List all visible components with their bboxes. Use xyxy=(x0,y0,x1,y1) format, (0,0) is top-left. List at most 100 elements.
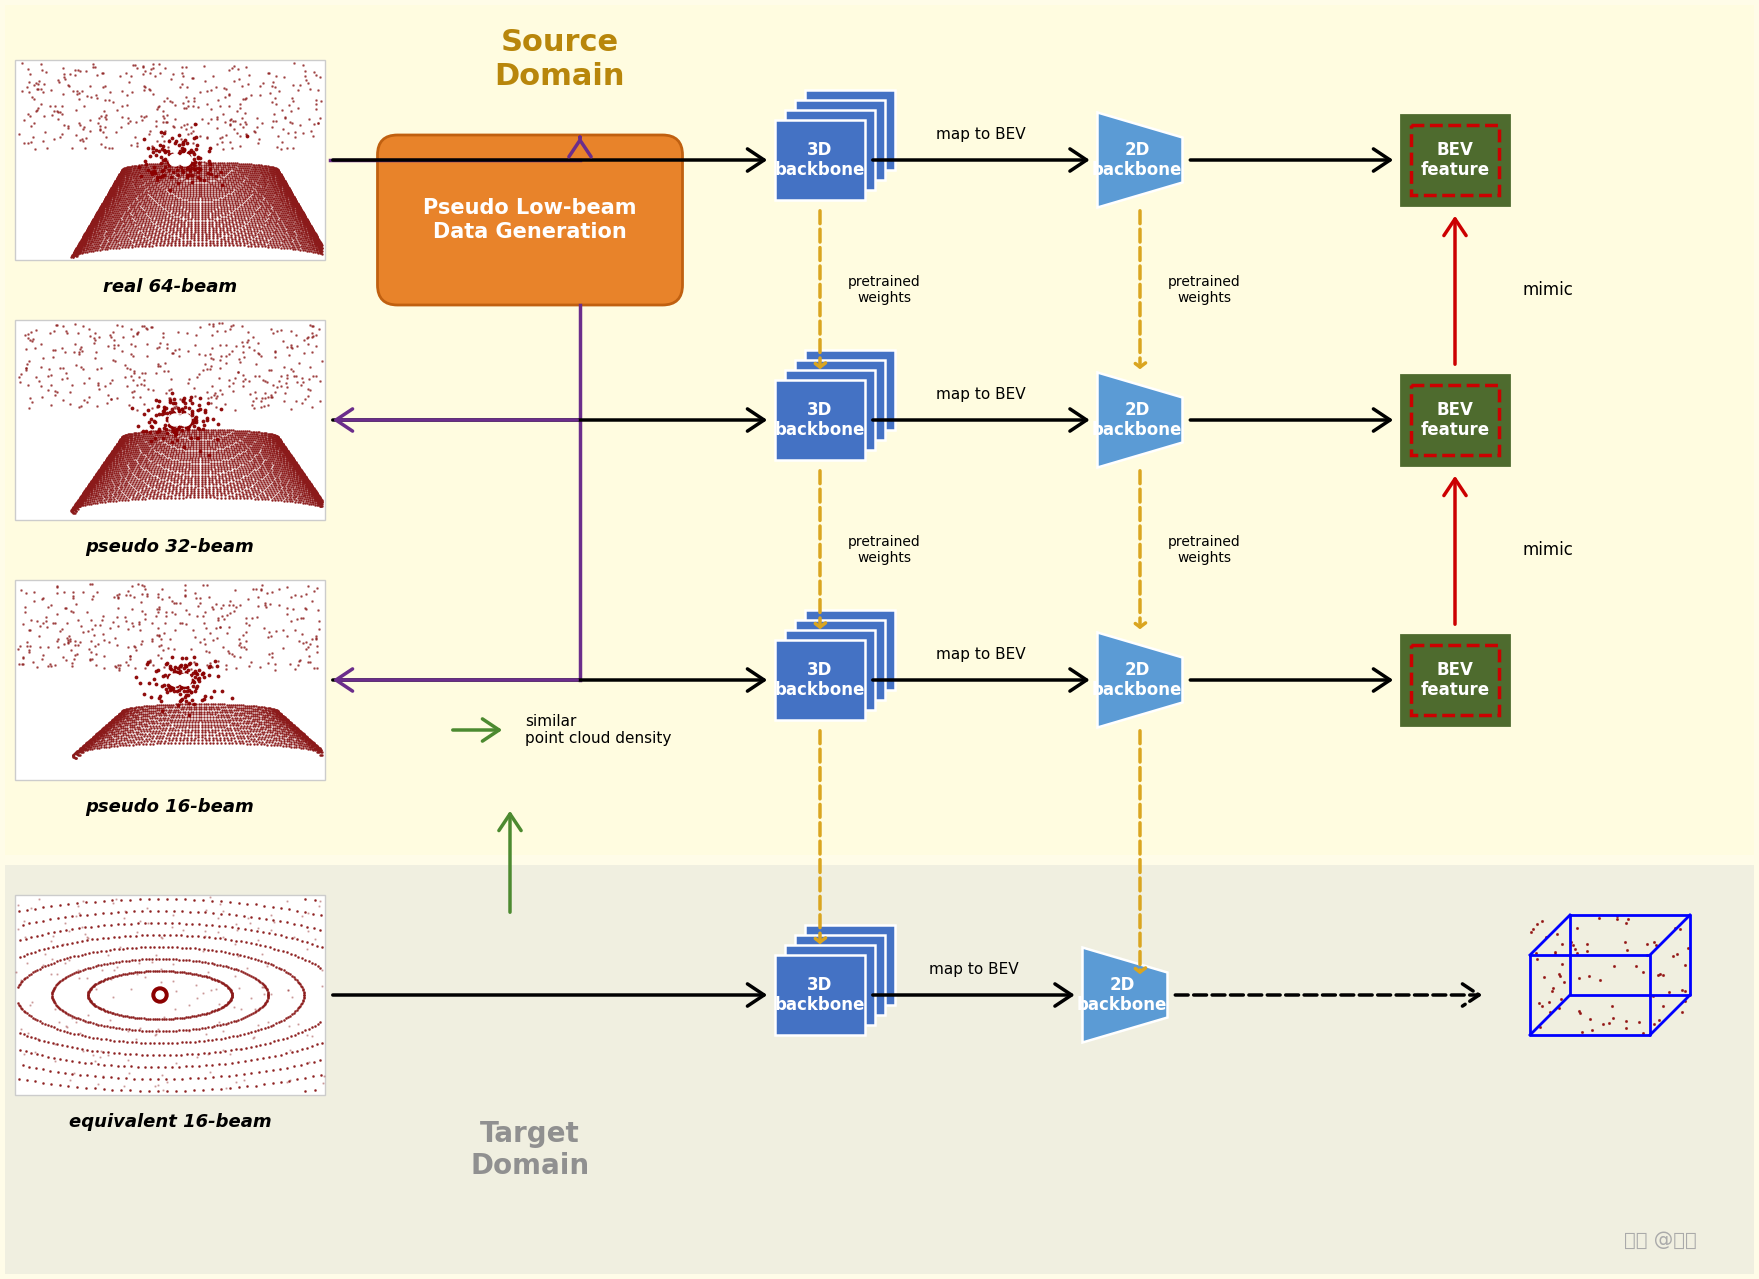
Point xyxy=(148,443,176,463)
Point xyxy=(262,185,290,206)
Point xyxy=(271,174,299,194)
Point xyxy=(292,214,320,234)
Point xyxy=(1629,1023,1657,1044)
Point xyxy=(167,416,195,436)
Point xyxy=(132,1021,160,1041)
Point xyxy=(146,136,174,156)
Point xyxy=(62,334,90,354)
Point xyxy=(306,231,334,252)
Point xyxy=(79,210,107,230)
Point xyxy=(167,656,195,677)
Point xyxy=(215,700,243,720)
Point xyxy=(304,491,332,512)
Point xyxy=(260,712,288,733)
Point xyxy=(202,423,230,444)
Point xyxy=(216,604,245,624)
Point xyxy=(157,472,185,492)
Text: 3D
backbone: 3D backbone xyxy=(774,660,865,700)
Point xyxy=(208,207,236,228)
Point xyxy=(269,710,297,730)
Point xyxy=(288,608,317,628)
Point xyxy=(97,462,125,482)
Point xyxy=(113,226,141,247)
Point xyxy=(274,715,303,735)
Point xyxy=(91,1000,120,1021)
Point xyxy=(83,466,111,486)
Point xyxy=(178,728,206,748)
Point xyxy=(118,427,146,448)
Point xyxy=(1530,967,1558,987)
Point xyxy=(88,459,116,480)
Point xyxy=(165,680,193,701)
Point xyxy=(259,432,287,453)
Point xyxy=(169,174,197,194)
Point xyxy=(141,192,169,212)
Point xyxy=(151,165,179,185)
Point xyxy=(248,217,276,238)
Point xyxy=(164,152,192,173)
Point xyxy=(239,175,267,196)
Point xyxy=(77,473,106,494)
Point xyxy=(172,224,201,244)
Point xyxy=(100,173,128,193)
Point xyxy=(42,994,70,1014)
Point xyxy=(62,494,90,514)
Point xyxy=(264,431,292,451)
Point xyxy=(274,184,303,205)
Point xyxy=(273,709,301,729)
Point xyxy=(216,978,245,999)
Point xyxy=(88,196,116,216)
Point xyxy=(241,426,269,446)
Point xyxy=(86,198,114,219)
Point xyxy=(84,205,113,225)
Point xyxy=(303,226,331,247)
Point xyxy=(162,673,190,693)
Point xyxy=(201,426,229,446)
Point xyxy=(178,165,206,185)
Point xyxy=(278,453,306,473)
Point xyxy=(99,711,127,732)
Point xyxy=(148,153,176,174)
Point xyxy=(257,487,285,508)
Point xyxy=(53,115,81,136)
Point xyxy=(125,191,153,211)
Point xyxy=(229,733,257,753)
Point xyxy=(151,455,179,476)
Point xyxy=(297,476,325,496)
Point xyxy=(299,230,327,251)
Point xyxy=(288,467,317,487)
Point xyxy=(86,358,114,379)
Point xyxy=(142,700,171,720)
Point xyxy=(121,215,150,235)
Point xyxy=(188,472,216,492)
Point xyxy=(220,191,248,211)
Point xyxy=(113,464,141,485)
Point xyxy=(306,67,334,87)
Point xyxy=(269,207,297,228)
Point xyxy=(269,620,297,641)
Point xyxy=(95,384,123,404)
Point xyxy=(202,230,230,251)
Point xyxy=(116,183,144,203)
Point xyxy=(109,431,137,451)
Point xyxy=(262,441,290,462)
Point xyxy=(283,719,311,739)
Point xyxy=(239,698,267,719)
Point xyxy=(150,166,178,187)
Point xyxy=(288,203,317,224)
Point xyxy=(58,247,86,267)
Point xyxy=(76,223,104,243)
Point xyxy=(202,166,230,187)
Point xyxy=(157,466,185,486)
Point xyxy=(153,889,181,909)
Point xyxy=(125,486,153,506)
Point xyxy=(252,160,280,180)
Point xyxy=(83,492,111,513)
Point xyxy=(280,715,308,735)
Point xyxy=(113,436,141,457)
Point xyxy=(169,234,197,255)
Point xyxy=(100,177,128,197)
Point xyxy=(273,185,301,206)
Point xyxy=(127,166,155,187)
Point xyxy=(262,427,290,448)
